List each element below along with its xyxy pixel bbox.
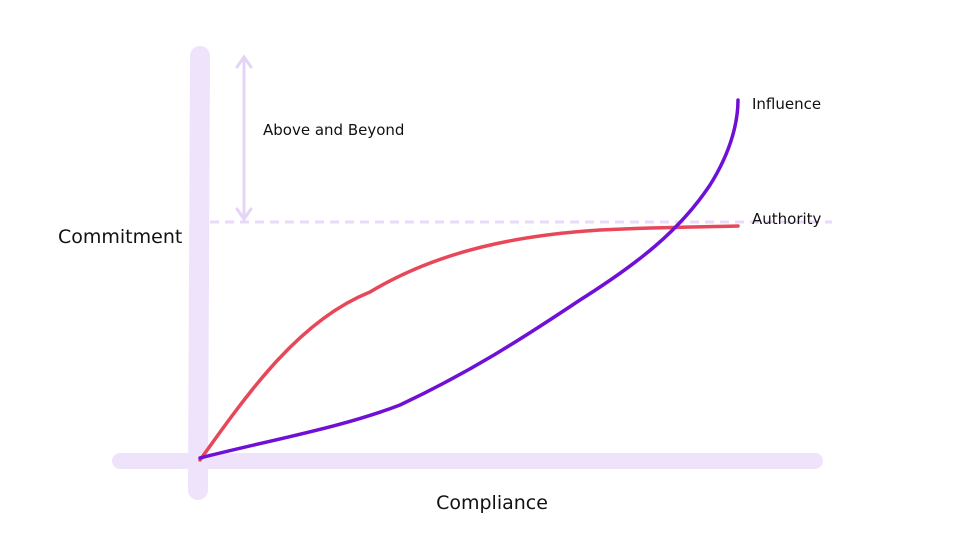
y-axis-label: Commitment — [58, 226, 182, 248]
curve-label: Influence — [752, 95, 821, 113]
x-axis-label: Compliance — [436, 492, 548, 514]
influence-curve — [198, 98, 740, 460]
annotation: Above and Beyond — [263, 121, 404, 139]
y-axis — [188, 46, 210, 500]
curve-label: Authority — [752, 210, 822, 228]
authority-curve — [198, 224, 740, 462]
range-arrow — [235, 54, 253, 222]
